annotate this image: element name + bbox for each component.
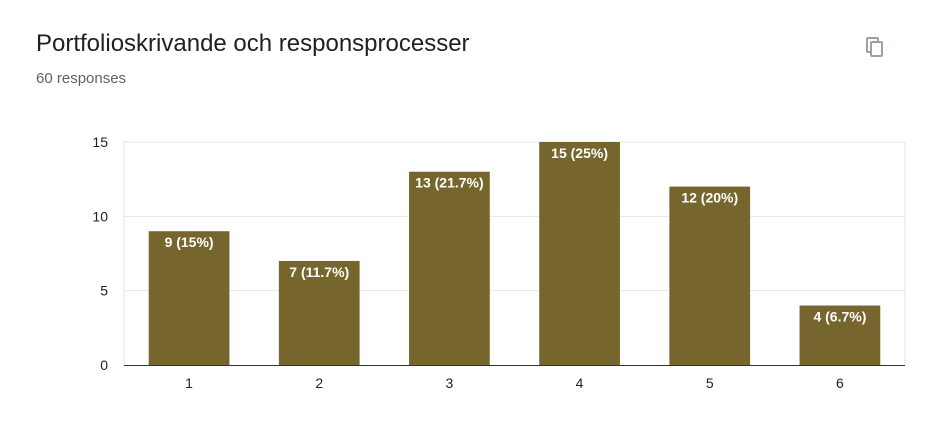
data-label: 15 (25%): [551, 145, 608, 161]
bar: [409, 171, 490, 365]
y-tick-label: 15: [92, 134, 108, 150]
data-label: 4 (6.7%): [813, 309, 866, 325]
bar: [148, 231, 230, 365]
y-tick-label: 0: [100, 357, 108, 373]
data-label: 9 (15%): [165, 234, 214, 250]
copy-icon: [866, 37, 883, 57]
data-label: 12 (20%): [681, 190, 738, 206]
grid-lines: [123, 141, 906, 365]
data-label: 7 (11.7%): [289, 264, 349, 280]
y-tick-label: 10: [92, 208, 108, 224]
x-tick-label: 3: [446, 375, 454, 391]
x-tick-label: 1: [185, 375, 193, 391]
response-count: 60 responses: [36, 70, 127, 87]
data-label: 13 (21.7%): [415, 175, 483, 191]
x-tick-label: 5: [706, 375, 714, 391]
bar: [539, 142, 620, 365]
labels: 0 5 10 15 9 (15%) 1 7 (11.7%) 2 13 (21.7%) 3 15 (2…: [92, 134, 866, 391]
bar: [799, 305, 881, 365]
x-tick-label: 6: [836, 375, 844, 391]
x-tick-label: 4: [576, 375, 584, 391]
y-tick-label: 5: [100, 283, 108, 299]
bar: [669, 186, 751, 365]
x-tick-label: 2: [315, 375, 323, 391]
copy-chart-button[interactable]: [860, 32, 890, 62]
bars: [148, 142, 881, 365]
chart-title: Portfolioskrivande och responsprocesser: [36, 30, 470, 57]
bar: [278, 260, 360, 365]
